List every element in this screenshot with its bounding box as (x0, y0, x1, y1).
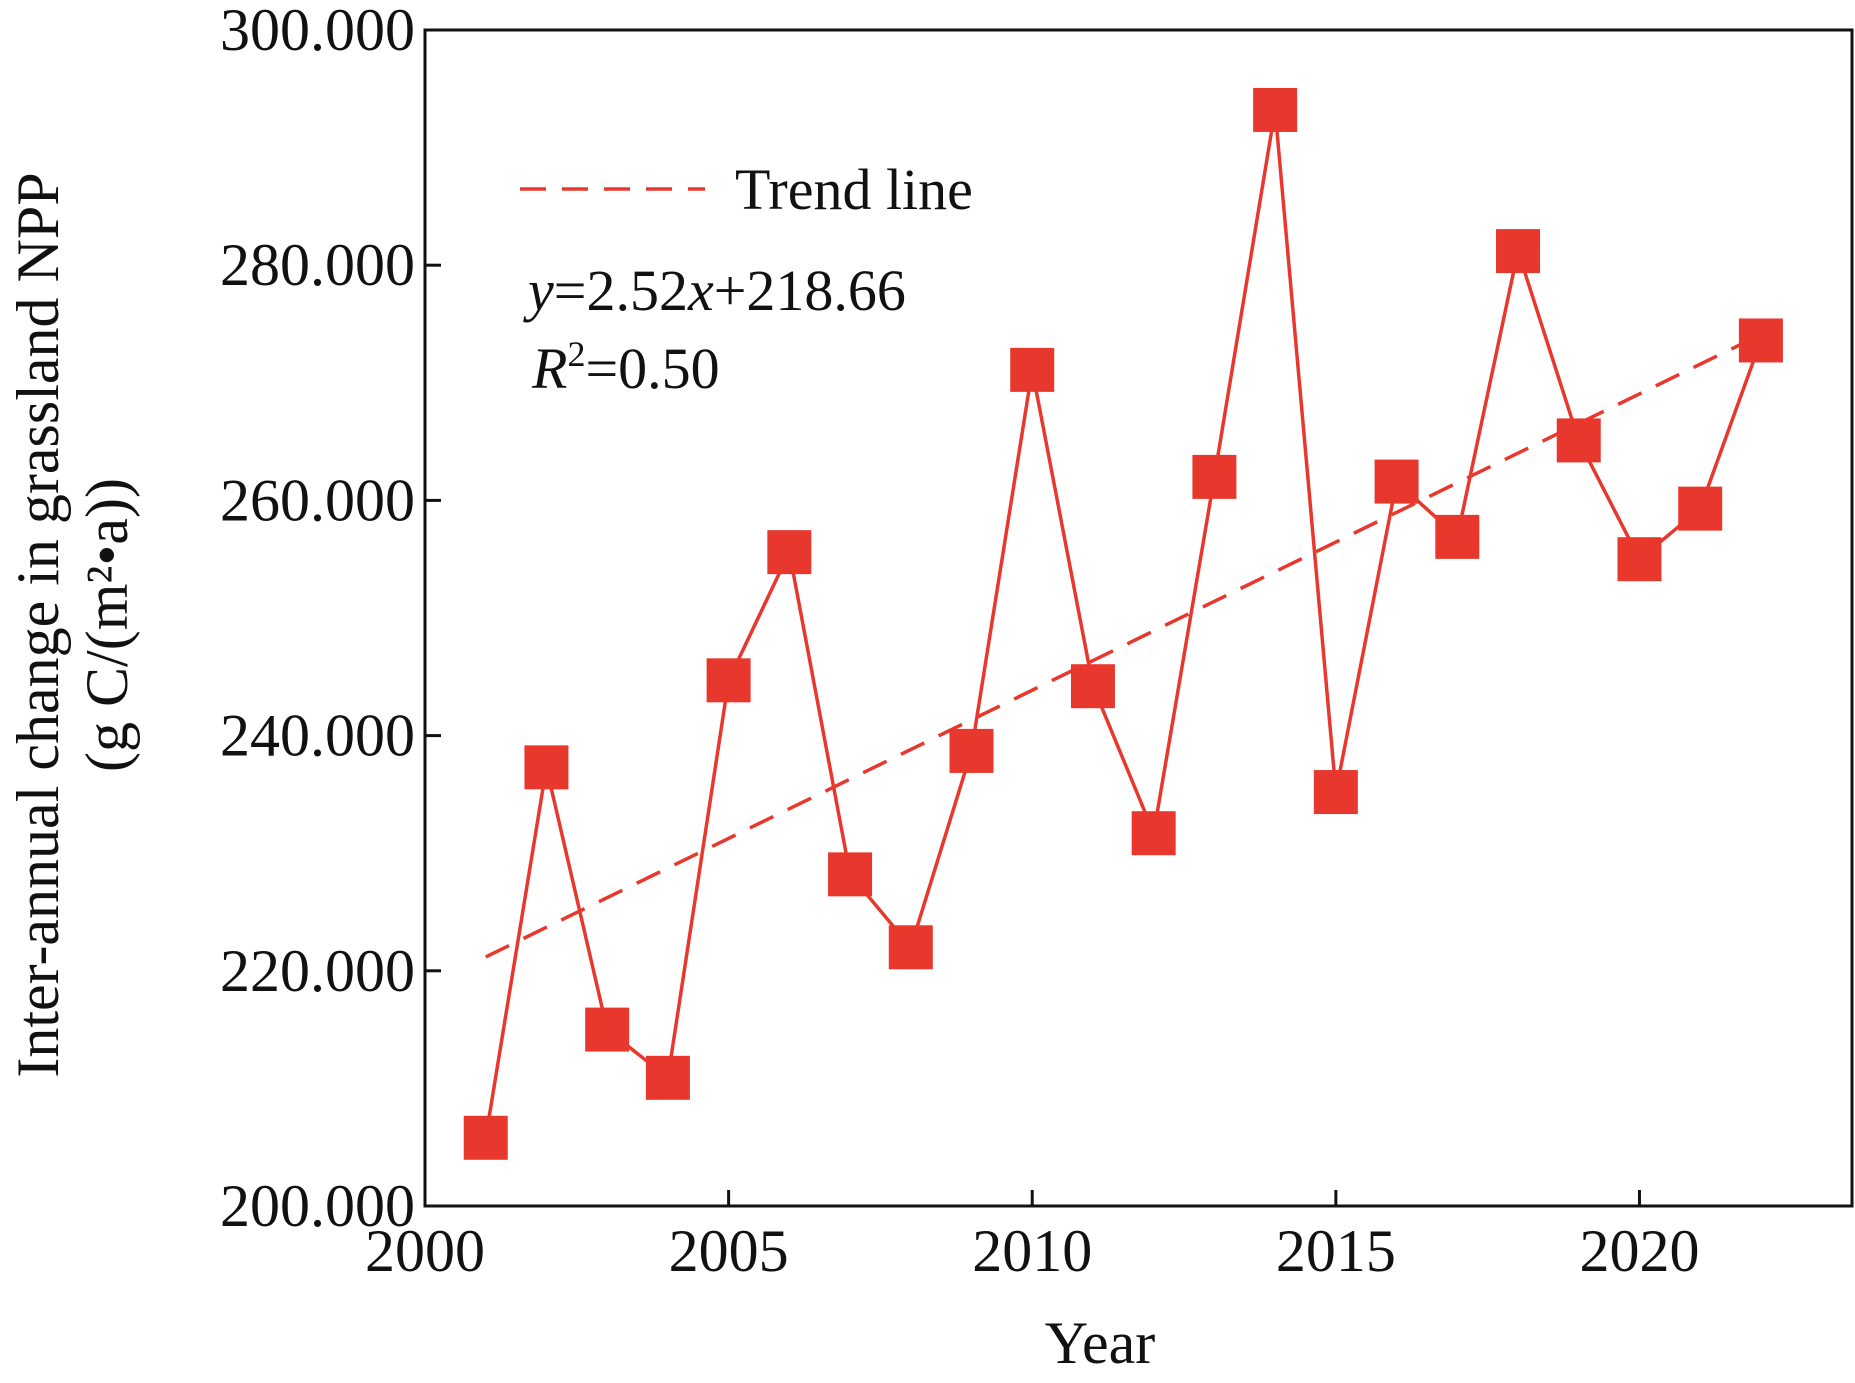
data-point-marker (706, 658, 751, 703)
data-point-marker (524, 745, 569, 790)
y-axis-ticks: 200.000 220.000 240.000 260.000 280.000 300.0… (220, 0, 441, 1239)
r-squared-r: R (531, 336, 567, 401)
data-point-marker (828, 852, 873, 897)
trend-equation: y=2.52x+218.66 (523, 258, 906, 323)
y-tick-label: 300.000 (220, 0, 415, 63)
y-axis-title-line1: Inter-annual change in grassland NPP (5, 172, 71, 1077)
y-tick-label: 200.000 (220, 1173, 415, 1239)
data-point-marker (1010, 347, 1055, 392)
x-axis-title: Year (1045, 1310, 1156, 1376)
legend: Trend line (520, 157, 973, 222)
x-tick-label: 2015 (1276, 1218, 1396, 1284)
equation-x-var: x (687, 258, 714, 323)
data-point-marker (949, 728, 994, 773)
data-point-marker (767, 530, 812, 575)
data-point-marker (1617, 537, 1662, 582)
equation-intercept: +218.66 (714, 258, 906, 323)
data-point-marker (1374, 459, 1419, 504)
data-point-marker (1435, 514, 1480, 559)
data-point-marker (1253, 87, 1298, 132)
r-squared-superscript: 2 (567, 334, 585, 374)
x-tick-label: 2005 (669, 1218, 789, 1284)
r-squared-value: =0.50 (585, 336, 719, 401)
equation-y-var: y (523, 258, 554, 323)
x-tick-label: 2000 (365, 1218, 485, 1284)
data-point-marker (1070, 664, 1115, 709)
data-point-marker (645, 1055, 690, 1100)
y-tick-label: 240.000 (220, 703, 415, 769)
x-tick-label: 2010 (972, 1218, 1092, 1284)
data-point-marker (463, 1115, 508, 1160)
npp-series-line (483, 109, 1763, 1139)
data-point-marker (585, 1007, 630, 1052)
data-point-marker (1738, 318, 1783, 363)
y-tick-label: 260.000 (220, 467, 415, 533)
y-axis-title: Inter-annual change in grassland NPP (g … (5, 172, 140, 1077)
legend-trend-label: Trend line (735, 157, 973, 222)
y-axis-title-line2: (g C/(m²•a)) (74, 478, 140, 772)
trend-line-layer (484, 333, 1762, 959)
r-squared-label: R2=0.50 (531, 334, 720, 401)
equation-slope: =2.52 (554, 258, 688, 323)
npp-series-layer (463, 87, 1783, 1160)
plot-frame (423, 28, 1854, 1208)
x-axis-ticks: 2000 2005 2010 2015 2020 (365, 1190, 1699, 1284)
data-point-marker (1556, 418, 1601, 463)
y-tick-label: 280.000 (220, 232, 415, 298)
trend-line (484, 333, 1762, 959)
data-point-marker (1313, 770, 1358, 815)
x-tick-label: 2020 (1579, 1218, 1699, 1284)
data-point-marker (1678, 486, 1723, 531)
y-tick-label: 220.000 (220, 938, 415, 1004)
data-point-marker (1496, 229, 1541, 274)
data-point-marker (1131, 811, 1176, 856)
data-point-marker (888, 925, 933, 970)
data-point-marker (1192, 454, 1237, 499)
